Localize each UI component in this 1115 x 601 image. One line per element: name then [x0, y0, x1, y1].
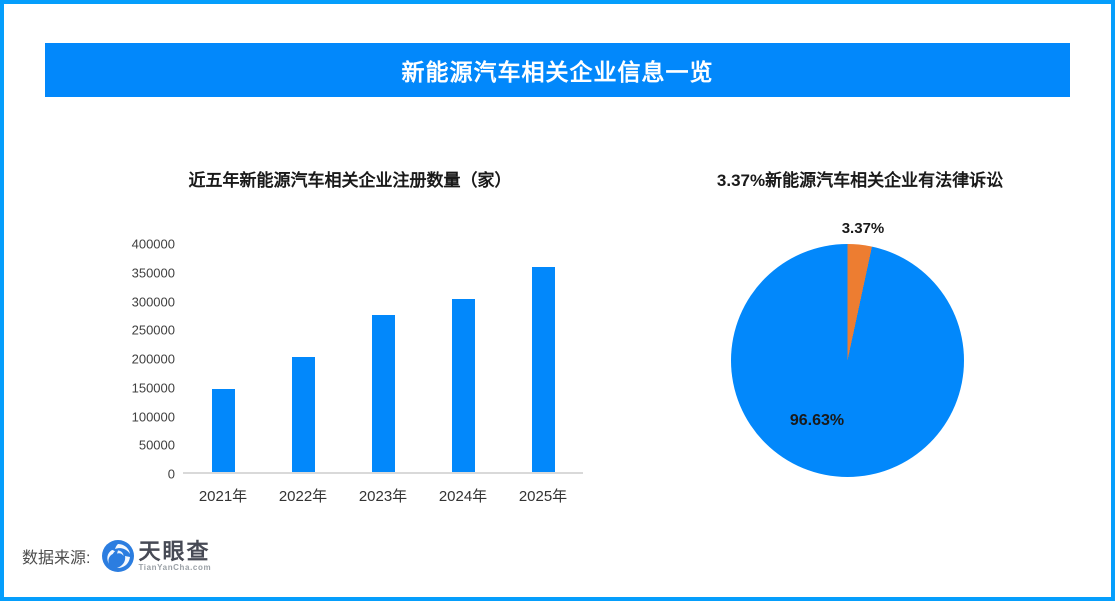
- y-tick-label: 300000: [131, 294, 175, 309]
- pie-chart-title: 3.37%新能源汽车相关企业有法律诉讼: [716, 171, 1004, 190]
- y-tick-label: 0: [167, 466, 175, 482]
- bar-slot-2021年: [183, 244, 263, 472]
- y-tick-label: 350000: [131, 265, 175, 281]
- y-tick-label: 100000: [131, 409, 175, 424]
- tianyancha-aperture-icon: [102, 540, 135, 572]
- bar-slot-2023年: [343, 244, 423, 472]
- logo-subtext: TianYanCha.com: [138, 562, 212, 572]
- pie-chart: [731, 244, 964, 477]
- bar-chart-y-axis: 0 50000 100000 150000 200000 250000 300000 3500…: [95, 238, 175, 481]
- header-banner: 新能源汽车相关企业信息一览: [45, 43, 1070, 97]
- y-tick-label: 200000: [131, 351, 175, 367]
- bar-chart-plot: [183, 244, 583, 474]
- x-tick-label: 2022年: [278, 488, 328, 505]
- bar-chart-x-axis: 2021年 2022年 2023年 2024年 2025年: [183, 485, 583, 506]
- y-tick-label: 50000: [138, 437, 175, 453]
- x-tick-label: 2025年: [518, 488, 568, 505]
- x-tick-label: 2023年: [358, 488, 408, 505]
- pie-slice-label-litigation: 3.37%: [841, 220, 885, 237]
- x-tick-label: 2024年: [438, 488, 488, 505]
- y-tick-label: 150000: [131, 380, 175, 396]
- x-tick-label: 2021年: [198, 488, 248, 505]
- logo-name: 天眼查: [138, 538, 211, 564]
- pie-slice-label-no-litigation: 96.63%: [789, 412, 845, 429]
- bar-slot-2022年: [263, 244, 343, 472]
- footer: 数据来源: 天眼查 TianYanCha.com: [22, 540, 211, 572]
- bar-slot-2024年: [423, 244, 503, 472]
- page-title: 新能源汽车相关企业信息一览: [401, 59, 714, 85]
- bar-slot-2025年: [503, 244, 583, 472]
- bar-2022年: [291, 357, 315, 472]
- bar-2021年: [211, 389, 235, 472]
- bar-chart-title: 近五年新能源汽车相关企业注册数量（家）: [188, 171, 512, 190]
- bar-2023年: [371, 314, 395, 472]
- y-tick-label: 400000: [131, 236, 175, 252]
- y-tick-label: 250000: [131, 322, 175, 338]
- bar-2024年: [451, 298, 475, 472]
- bar-2025年: [531, 267, 555, 472]
- logo-text: 天眼查 TianYanCha.com: [138, 538, 212, 572]
- data-source-label: 数据来源:: [22, 550, 91, 567]
- tianyancha-logo: 天眼查 TianYanCha.com: [102, 540, 211, 572]
